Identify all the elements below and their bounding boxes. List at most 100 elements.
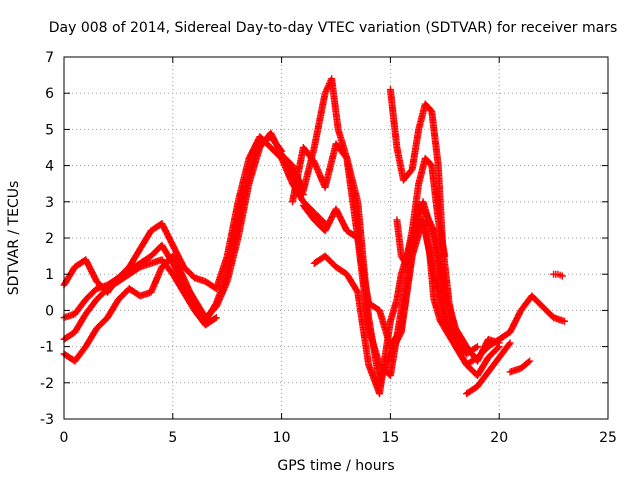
- y-tick-label: -2: [40, 376, 54, 392]
- data-point-cluster: [408, 181, 422, 233]
- data-point-cluster: [203, 315, 219, 328]
- data-point-cluster: [180, 275, 198, 306]
- data-point-cluster: [72, 344, 89, 364]
- data-point-cluster: [213, 272, 231, 306]
- data-point-cluster: [224, 217, 242, 277]
- y-tick-label: 2: [45, 231, 54, 247]
- data-point-cluster: [442, 326, 459, 349]
- y-tick-label: 0: [45, 303, 54, 319]
- data-point-cluster: [322, 141, 340, 190]
- series-track-12: [506, 357, 534, 376]
- data-point-cluster: [181, 290, 198, 313]
- y-tick-label: 1: [45, 267, 54, 283]
- data-point-cluster: [105, 275, 121, 288]
- data-point-cluster: [301, 199, 317, 215]
- data-point-cluster: [328, 76, 342, 132]
- data-point-cluster: [333, 206, 350, 233]
- data-point-cluster: [213, 254, 231, 291]
- data-point-cluster: [419, 218, 433, 255]
- data-point-cluster: [428, 163, 442, 222]
- data-point-cluster: [540, 304, 556, 320]
- data-point-cluster: [435, 218, 449, 258]
- data-point-cluster: [401, 167, 415, 183]
- data-point-cluster: [529, 293, 546, 310]
- axis-ticks: 0 5 10 15 20 25 -3 -2 -1 0 1 2 3 4 5 6 7: [40, 50, 617, 446]
- data-point-cluster: [393, 145, 407, 182]
- data-point-cluster: [354, 236, 372, 331]
- data-point-cluster: [387, 87, 401, 150]
- data-point: [441, 252, 449, 260]
- data-point-cluster: [333, 264, 350, 277]
- data-point-cluster: [83, 286, 99, 302]
- data-point-cluster: [181, 264, 197, 281]
- series-track-13: [550, 270, 566, 280]
- data-point-cluster: [486, 336, 502, 350]
- data-point-cluster: [83, 326, 100, 349]
- data-point-cluster: [420, 199, 437, 240]
- x-tick-label: 25: [599, 430, 617, 446]
- data-point-cluster: [83, 297, 100, 317]
- data-point: [452, 328, 460, 336]
- data-point: [321, 89, 329, 97]
- data-point: [526, 357, 534, 365]
- data-point: [495, 343, 503, 351]
- data-point-cluster: [428, 109, 442, 168]
- data-point-cluster: [430, 297, 444, 324]
- data-point-cluster: [426, 250, 438, 302]
- data-point-cluster: [446, 301, 459, 335]
- x-tick-label: 15: [381, 430, 399, 446]
- y-tick-label: -3: [40, 412, 54, 428]
- y-tick-label: 5: [45, 122, 54, 138]
- data-point-cluster: [430, 236, 449, 313]
- data-point-cluster: [94, 315, 110, 331]
- data-point-cluster: [116, 271, 132, 285]
- x-axis-label: GPS time / hours: [277, 458, 394, 474]
- data-point-cluster: [474, 355, 491, 378]
- data-point-cluster: [408, 127, 422, 172]
- data-point-cluster: [127, 264, 143, 277]
- x-tick-label: 5: [168, 430, 177, 446]
- data-point-cluster: [192, 308, 208, 328]
- data-point-cluster: [300, 203, 317, 223]
- data-point-cluster: [333, 141, 350, 161]
- data-point-cluster: [61, 264, 78, 288]
- data-point-cluster: [234, 170, 253, 222]
- data-point-cluster: [474, 369, 491, 389]
- data-point-cluster: [496, 340, 513, 360]
- series-track-10: [393, 154, 449, 267]
- y-tick-label: -1: [40, 340, 54, 356]
- data-point-cluster: [393, 218, 405, 258]
- series-track-11: [463, 339, 514, 398]
- data-point-cluster: [202, 301, 219, 324]
- data-point-cluster: [497, 329, 513, 342]
- data-point-cluster: [485, 355, 502, 375]
- data-point-cluster: [246, 141, 263, 175]
- data-point-cluster: [344, 272, 361, 295]
- data-point-cluster: [518, 293, 535, 313]
- data-point-cluster: [486, 344, 502, 360]
- data-point-cluster: [322, 253, 339, 270]
- data-point-cluster: [311, 91, 329, 150]
- data-point-cluster: [387, 308, 405, 378]
- data-point-cluster: [365, 326, 383, 367]
- data-point-cluster: [159, 221, 176, 248]
- y-tick-label: 4: [45, 159, 54, 175]
- data-point-cluster: [72, 311, 89, 335]
- data-point-cluster: [170, 243, 187, 270]
- data-point: [473, 343, 481, 351]
- data-point-cluster: [170, 272, 187, 295]
- data-point-cluster: [159, 257, 176, 277]
- data-point-cluster: [422, 101, 435, 114]
- data-point-cluster: [415, 156, 429, 186]
- data-point: [506, 339, 514, 347]
- data-point: [558, 272, 566, 280]
- y-tick-label: 6: [45, 86, 54, 102]
- data-point-cluster: [475, 344, 491, 360]
- data-point-cluster: [376, 319, 394, 396]
- data-point-cluster: [127, 260, 143, 274]
- data-point-cluster: [268, 134, 285, 154]
- data-point-cluster: [279, 152, 295, 168]
- data-point-cluster: [387, 297, 400, 324]
- data-point-cluster: [453, 344, 470, 367]
